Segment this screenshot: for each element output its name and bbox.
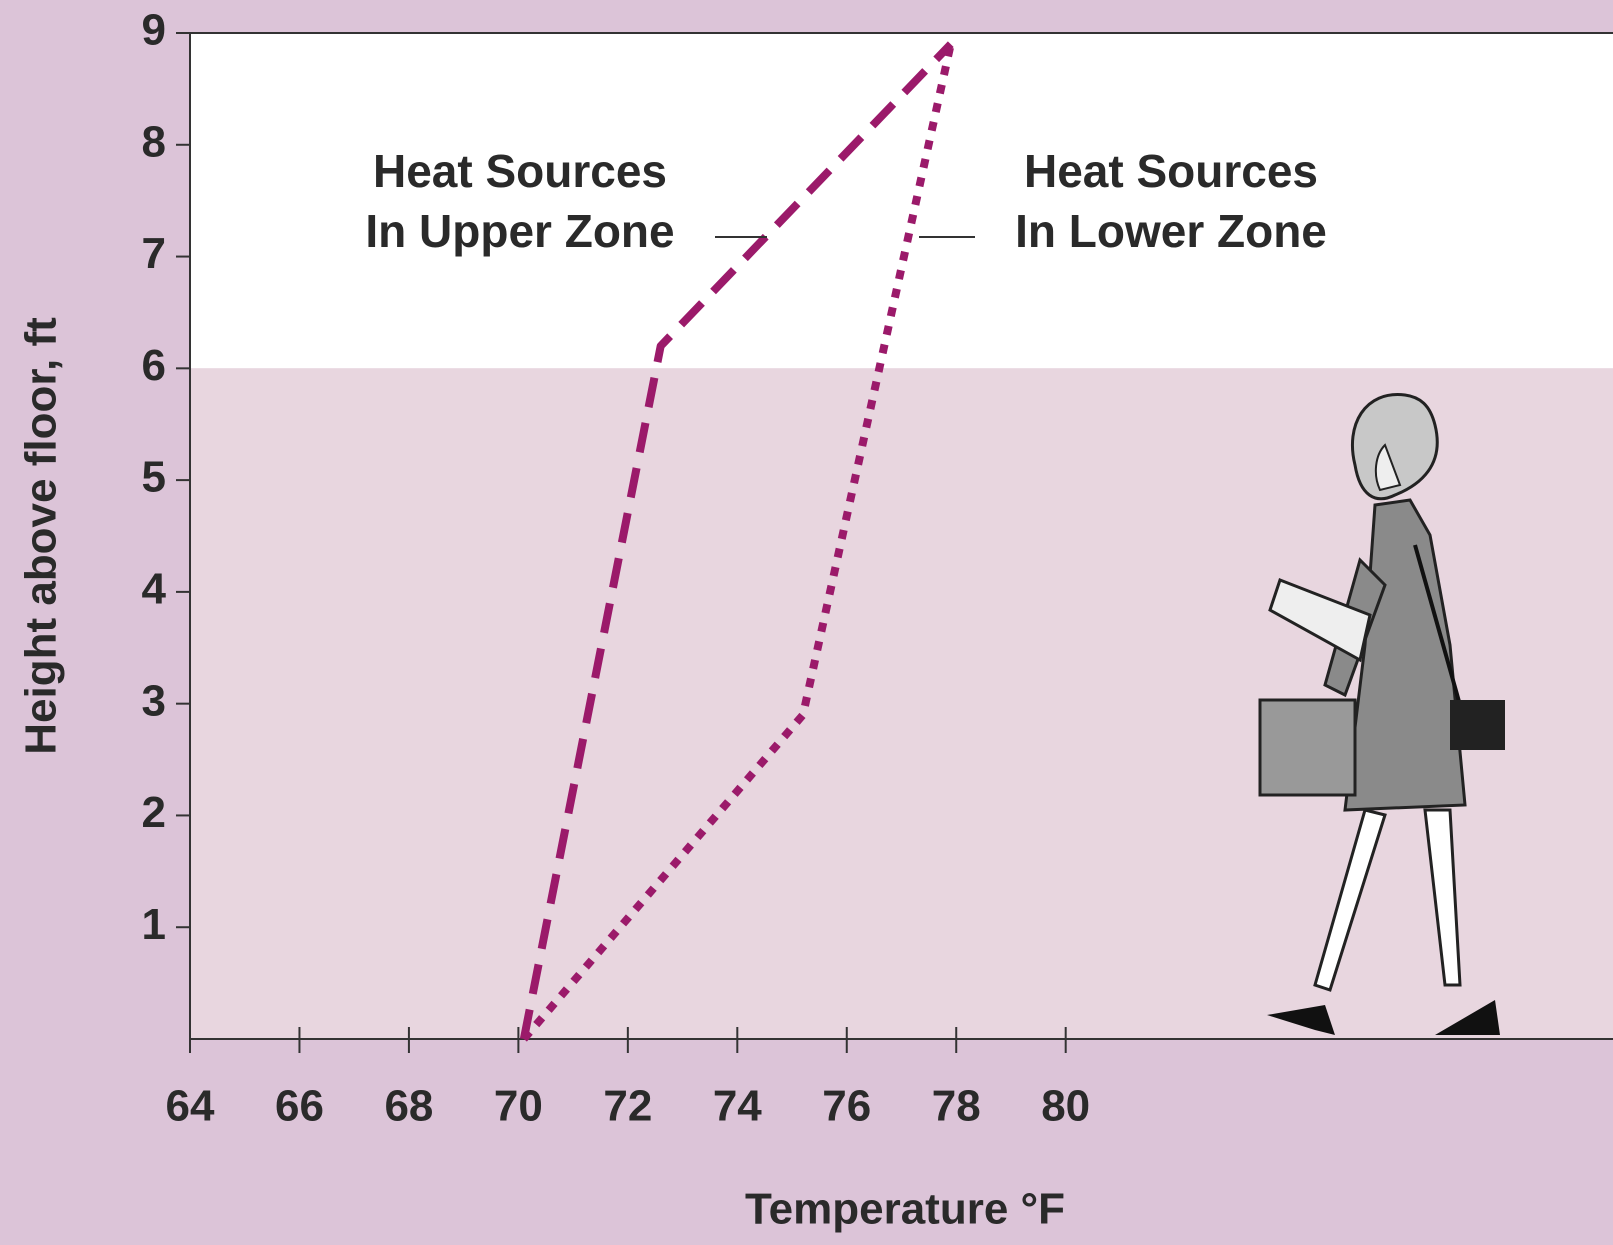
annotation: In Lower Zone [1015, 205, 1327, 257]
y-tick-label: 2 [142, 788, 166, 837]
y-tick-label: 9 [142, 6, 166, 55]
x-tick-label: 74 [713, 1082, 762, 1131]
x-tick-label: 76 [822, 1082, 871, 1131]
annotation: Heat Sources [373, 145, 667, 197]
x-tick-label: 70 [494, 1082, 543, 1131]
annotation: Heat Sources [1024, 145, 1318, 197]
x-axis-label: Temperature °F [745, 1185, 1065, 1234]
y-axis-label: Height above floor, ft [17, 317, 66, 755]
y-tick-label: 4 [142, 565, 167, 614]
x-tick-label: 72 [603, 1082, 652, 1131]
y-tick-label: 5 [142, 453, 166, 502]
woman-illustration [1258, 393, 1505, 1035]
y-tick-label: 7 [142, 229, 166, 278]
x-tick-label: 64 [166, 1082, 215, 1131]
annotation: In Upper Zone [365, 205, 674, 257]
upper-zone [190, 33, 1613, 369]
y-tick-label: 8 [142, 117, 166, 166]
y-tick-label: 3 [142, 676, 166, 725]
x-tick-label: 78 [932, 1082, 981, 1131]
y-tick-label: 6 [142, 341, 166, 390]
y-tick-label: 1 [142, 900, 166, 949]
x-tick-label: 66 [275, 1082, 324, 1131]
series-line [519, 41, 954, 1040]
x-tick-label: 68 [384, 1082, 433, 1131]
x-tick-label: 80 [1041, 1082, 1090, 1131]
